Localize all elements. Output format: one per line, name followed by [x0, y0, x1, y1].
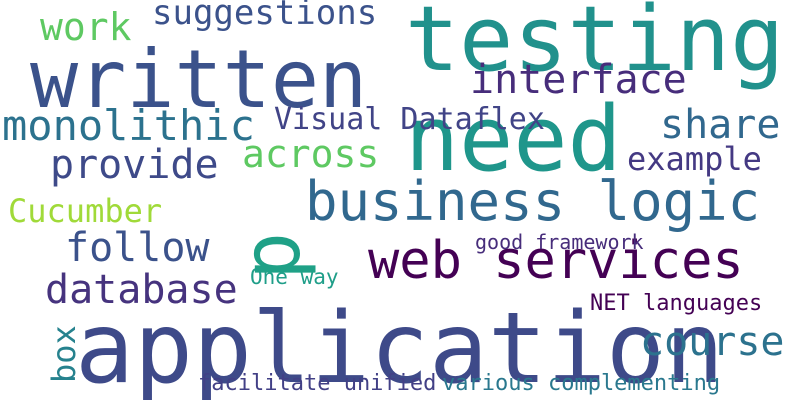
- word-cucumber: Cucumber: [8, 192, 163, 230]
- word-business-logic: business logic: [305, 170, 761, 233]
- word-example: example: [627, 140, 762, 178]
- word-monolithic: monolithic: [2, 101, 255, 150]
- word-across: across: [242, 132, 380, 176]
- word-database: database: [45, 267, 238, 313]
- word-need: need: [405, 87, 622, 192]
- word-net-languages: NET languages: [590, 291, 763, 316]
- word-testing: testing: [405, 0, 785, 92]
- word-provide: provide: [50, 142, 219, 188]
- word-application: application: [75, 292, 725, 400]
- word-work: work: [40, 5, 132, 49]
- word-interface: interface: [470, 57, 687, 103]
- word-share: share: [660, 102, 781, 148]
- word-web-services: web services: [368, 231, 744, 291]
- word-course: course: [640, 319, 785, 365]
- word-written: written: [30, 33, 368, 126]
- word-box: box: [45, 325, 83, 383]
- word-visual-dataflex: Visual Dataflex: [274, 102, 545, 137]
- word-facilitate-unified: facilitate unified: [198, 371, 437, 396]
- word-various-complementing: various complementing: [442, 371, 721, 396]
- word-one-way: One way: [250, 265, 339, 289]
- word-follow: follow: [65, 225, 210, 271]
- word-suggestions: suggestions: [152, 0, 378, 33]
- word-good-framework: good framework: [475, 230, 644, 254]
